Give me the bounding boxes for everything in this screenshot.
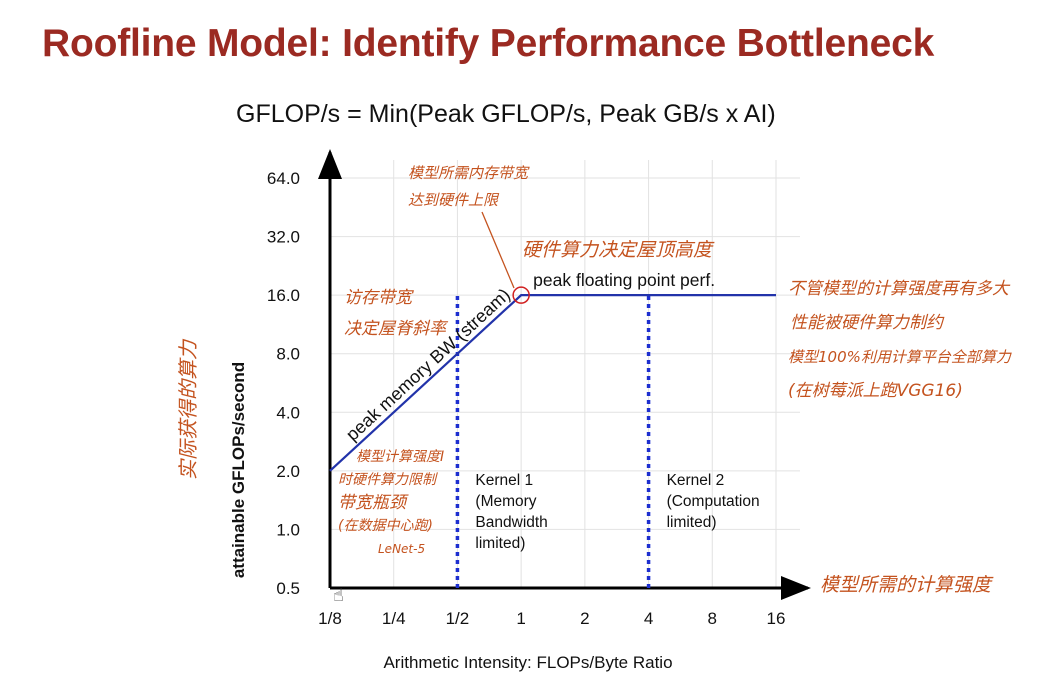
kernel-1-label: (Memory — [475, 493, 536, 510]
note-line: 模型所需内存带宽 — [408, 164, 529, 182]
x-tick-label: 2 — [580, 609, 589, 628]
y-tick-label: 4.0 — [276, 403, 300, 422]
kernel-2-label: limited) — [667, 514, 717, 531]
note-y-axis: 实际获得的算力 — [176, 340, 200, 480]
kernel-lines: Kernel 1 (Memory Bandwidth limited) Kernel 2… — [455, 294, 760, 588]
note-line: 模型计算强度I — [356, 449, 445, 465]
note-line: 带宽瓶颈 — [338, 493, 406, 513]
note-line: (在数据中心跑) — [338, 518, 433, 534]
note-slope: 访存带宽 决定屋脊斜率 — [344, 283, 446, 345]
y-tick-label: 64.0 — [267, 169, 300, 188]
note-line: 时硬件算力限制 — [338, 472, 436, 488]
peak-compute-label: peak floating point perf. — [533, 270, 715, 290]
x-tick-label: 1 — [516, 609, 525, 628]
ridge-point-circle — [512, 286, 530, 304]
note-line: 模型100%利用计算平台全部算力 — [788, 348, 1011, 366]
note-memory-bound: 模型计算强度I 时硬件算力限制 带宽瓶颈 (在数据中心跑) LeNet-5 — [338, 446, 444, 561]
note-compute-bound: 不管模型的计算强度再有多大 性能被硬件算力制约 模型100%利用计算平台全部算力… — [788, 272, 1011, 408]
kernel-1-label: Kernel 1 — [475, 472, 533, 489]
kernel-2-label: Kernel 2 — [667, 472, 725, 489]
hand-cursor-icon: ☝ — [333, 585, 344, 606]
roofline-formula: GFLOP/s = Min(Peak GFLOP/s, Peak GB/s x … — [236, 100, 776, 128]
kernel-1-label: limited) — [475, 535, 525, 552]
y-tick-label: 8.0 — [276, 345, 300, 364]
roofline-line — [329, 294, 776, 472]
note-line: 不管模型的计算强度再有多大 — [788, 279, 1009, 299]
x-tick-label: 1/2 — [446, 609, 470, 628]
x-tick-label: 16 — [767, 609, 786, 628]
y-axis-label: attainable GFLOPs/second — [229, 362, 248, 578]
annotation-pointer-line — [481, 211, 515, 289]
chart-grid — [330, 160, 800, 588]
note-line: (在树莓派上跑VGG16) — [788, 381, 963, 401]
slide-title: Roofline Model: Identify Performance Bot… — [42, 22, 935, 65]
y-tick-label: 32.0 — [267, 228, 300, 247]
x-tick-label: 8 — [708, 609, 717, 628]
note-line: 性能被硬件算力制约 — [790, 313, 943, 333]
x-tick-label: 1/8 — [318, 609, 342, 628]
y-tick-label: 16.0 — [267, 286, 300, 305]
y-tick-label: 1.0 — [276, 520, 300, 539]
note-line: 访存带宽 — [344, 288, 412, 308]
x-tick-labels: 1/8 1/4 1/2 1 2 4 8 16 — [318, 609, 785, 628]
y-tick-label: 2.0 — [276, 462, 300, 481]
x-axis-label: Arithmetic Intensity: FLOPs/Byte Ratio — [383, 653, 672, 672]
note-line: 达到硬件上限 — [408, 191, 499, 209]
note-ridge-height: 硬件算力决定屋顶高度 — [522, 239, 713, 261]
note-memory-bandwidth-limit: 模型所需内存带宽 达到硬件上限 — [408, 160, 528, 214]
kernel-1-label: Bandwidth — [475, 514, 547, 531]
y-tick-label: 0.5 — [276, 579, 300, 598]
x-tick-label: 4 — [644, 609, 653, 628]
note-x-axis: 模型所需的计算强度 — [820, 574, 992, 596]
note-line: LeNet-5 — [378, 542, 426, 556]
x-tick-label: 1/4 — [382, 609, 406, 628]
note-line: 决定屋脊斜率 — [344, 319, 446, 339]
kernel-2-label: (Computation — [667, 493, 760, 510]
y-tick-labels: 0.5 1.0 2.0 4.0 8.0 16.0 32.0 64.0 — [267, 169, 300, 598]
